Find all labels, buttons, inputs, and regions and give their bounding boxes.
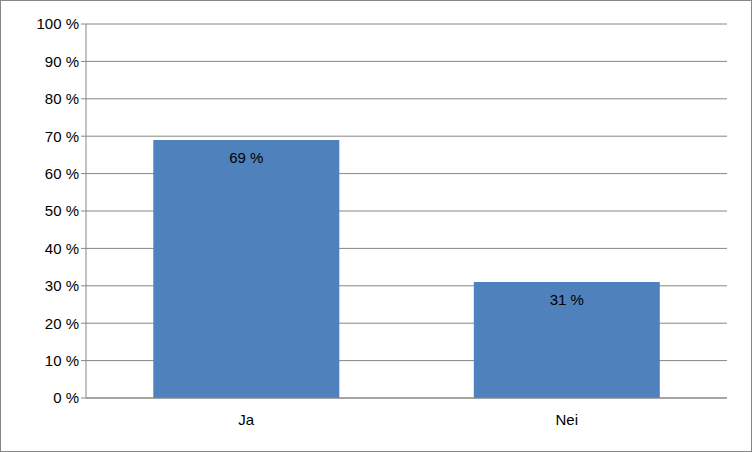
svg-text:20 %: 20 % <box>45 315 79 332</box>
svg-text:10 %: 10 % <box>45 352 79 369</box>
svg-text:30 %: 30 % <box>45 277 79 294</box>
svg-text:Ja: Ja <box>238 411 255 428</box>
svg-text:60 %: 60 % <box>45 165 79 182</box>
svg-text:100 %: 100 % <box>36 15 79 32</box>
svg-text:31 %: 31 % <box>550 291 584 308</box>
svg-text:90 %: 90 % <box>45 53 79 70</box>
svg-text:Nei: Nei <box>555 411 578 428</box>
svg-text:50 %: 50 % <box>45 202 79 219</box>
svg-text:70 %: 70 % <box>45 128 79 145</box>
svg-text:80 %: 80 % <box>45 90 79 107</box>
svg-text:69 %: 69 % <box>229 149 263 166</box>
svg-text:40 %: 40 % <box>45 240 79 257</box>
svg-text:0 %: 0 % <box>53 389 79 406</box>
